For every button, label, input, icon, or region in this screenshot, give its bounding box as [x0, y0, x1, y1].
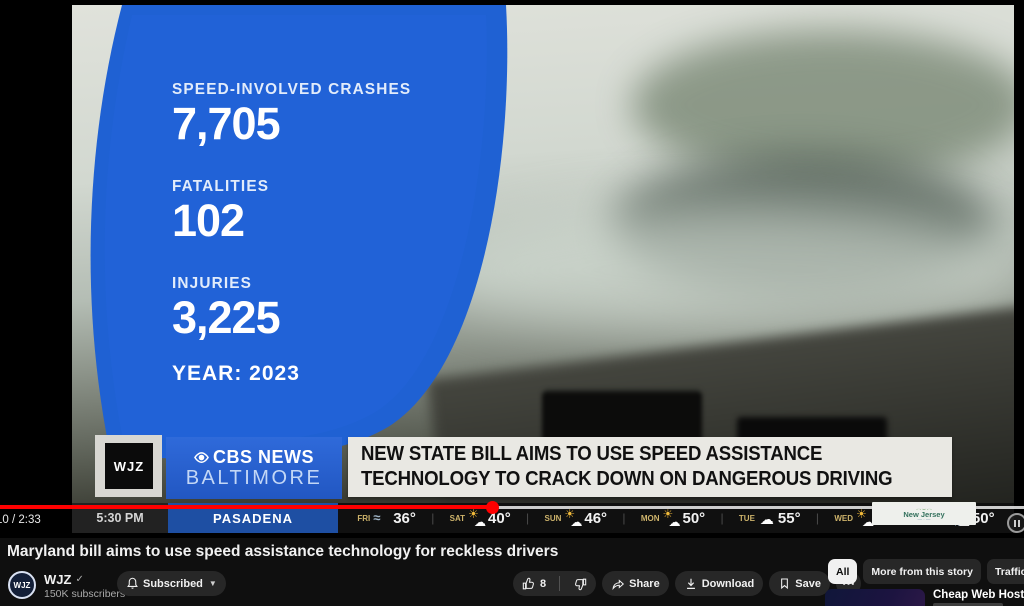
- video-title: Maryland bill aims to use speed assistan…: [7, 543, 559, 560]
- partly-sunny-icon: ☀ ☁: [856, 507, 875, 529]
- forecast-temp: 55°: [777, 509, 801, 527]
- subscriber-count: 150K subscribers: [44, 588, 126, 600]
- divider: |: [431, 511, 435, 525]
- forecast-day: SAT: [449, 513, 466, 523]
- forecast-temp: 40°: [488, 509, 511, 527]
- stat-value: 102: [172, 195, 245, 246]
- headline-line-2: TECHNOLOGY TO CRACK DOWN ON DANGEROUS DR…: [361, 468, 893, 490]
- video-player[interactable]: SPEED-INVOLVED CRASHES 7,705 FATALITIES …: [0, 0, 1024, 538]
- thumbs-up-icon: [522, 577, 536, 591]
- progress-played[interactable]: [0, 505, 492, 509]
- channel-avatar[interactable]: WJZ: [8, 571, 36, 599]
- progress-bar[interactable]: [0, 500, 1024, 518]
- cbs-eye-icon: [194, 450, 209, 465]
- sponsor-subtext: — · —: [917, 517, 931, 522]
- forecast-temp: 36°: [393, 509, 416, 527]
- thumbs-down-icon: [573, 577, 587, 591]
- stat-value: 3,225: [172, 292, 281, 343]
- divider: |: [720, 511, 724, 525]
- blurred-haze: [432, 205, 1014, 335]
- crash-stats-graphic: SPEED-INVOLVED CRASHES 7,705 FATALITIES …: [172, 81, 502, 386]
- divider: [559, 576, 561, 591]
- forecast-day: TUE: [738, 513, 755, 523]
- bookmark-icon: [778, 577, 791, 590]
- suggested-video-title[interactable]: Cheap Web Hosting P: [933, 589, 1024, 601]
- share-button[interactable]: Share: [602, 571, 669, 596]
- channel-name-text: WJZ: [44, 572, 72, 587]
- verified-badge-icon: ✓: [75, 574, 84, 585]
- forecast-item: SUN ☀ ☁ 46°: [544, 507, 608, 529]
- headline-line-1: NEW STATE BILL AIMS TO USE SPEED ASSISTA…: [361, 443, 823, 465]
- forecast-temp: 50°: [682, 509, 706, 527]
- lower-third-headline: NEW STATE BILL AIMS TO USE SPEED ASSISTA…: [348, 437, 952, 497]
- channel-name[interactable]: WJZ ✓: [44, 572, 84, 587]
- cloudy-icon: ☁: [759, 511, 774, 527]
- like-count: 8: [540, 577, 547, 590]
- forecast-day: FRI: [357, 513, 371, 523]
- share-label: Share: [629, 577, 660, 590]
- subscribed-label: Subscribed: [143, 577, 203, 590]
- partly-sunny-icon: ☀ ☁: [662, 507, 681, 529]
- progress-remaining[interactable]: [0, 506, 1024, 509]
- sponsor-name: New Jersey: [903, 509, 945, 519]
- wjz-station-logo: WJZ: [105, 443, 153, 489]
- forecast-day: SUN: [544, 513, 562, 523]
- player-corner-control-icon[interactable]: [1007, 513, 1024, 533]
- forecast-temp: 50°: [971, 509, 995, 527]
- divider: |: [526, 511, 530, 525]
- forecast-day: MON: [640, 513, 660, 523]
- download-label: Download: [701, 577, 755, 590]
- forecast-item: FRI ≈ 36°: [357, 510, 416, 527]
- dislike-button[interactable]: [564, 571, 596, 596]
- stat-label: INJURIES: [172, 275, 253, 292]
- partly-sunny-icon: ☀ ☁: [468, 507, 487, 529]
- share-icon: [611, 577, 625, 591]
- action-buttons: 8 Share: [513, 571, 861, 596]
- cbs-news-text: CBS NEWS: [212, 446, 314, 467]
- chevron-down-icon: ▼: [208, 579, 217, 588]
- save-button[interactable]: Save: [769, 571, 830, 596]
- video-surface[interactable]: SPEED-INVOLVED CRASHES 7,705 FATALITIES …: [72, 5, 1014, 533]
- chip-all[interactable]: All: [828, 559, 858, 584]
- forecast-item: SAT ☀ ☁ 40°: [449, 507, 511, 529]
- suggested-video-thumbnail[interactable]: [825, 589, 925, 606]
- stats-panel-shape: [90, 5, 508, 460]
- download-icon: [684, 577, 698, 591]
- chip-traffic[interactable]: Traffic: [986, 559, 1024, 584]
- forecast-temp: 46°: [584, 509, 608, 527]
- filter-chips: All More from this story Traffic Po: [828, 559, 1024, 584]
- partly-sunny-icon: ☀ ☁: [564, 507, 583, 529]
- divider: |: [622, 511, 626, 525]
- bell-icon: [126, 577, 139, 590]
- cbs-city-text: BALTIMORE: [185, 466, 323, 489]
- time-display: 10 / 2:33: [0, 514, 41, 526]
- chip-more-from-this-story[interactable]: More from this story: [863, 559, 981, 584]
- like-dislike-pill: 8: [513, 571, 597, 596]
- stat-year: YEAR: 2023: [172, 362, 300, 385]
- forecast-day: WED: [834, 513, 854, 523]
- save-label: Save: [795, 577, 821, 590]
- stat-label: SPEED-INVOLVED CRASHES: [172, 81, 412, 98]
- divider: |: [815, 511, 820, 525]
- stat-label: FATALITIES: [172, 178, 270, 195]
- forecast-item: MON ☀ ☁ 50°: [640, 507, 706, 529]
- like-button[interactable]: 8: [513, 571, 555, 596]
- subscribed-button[interactable]: Subscribed ▼: [117, 571, 226, 596]
- download-button[interactable]: Download: [674, 571, 764, 596]
- forecast-item: TUE ☁ 55°: [738, 509, 801, 528]
- suggested-video-meta: [933, 603, 1003, 606]
- cbs-news-baltimore-logo: CBS NEWS BALTIMORE: [166, 437, 342, 499]
- progress-scrubber[interactable]: [486, 500, 499, 514]
- stat-value: 7,705: [172, 98, 281, 149]
- wind-icon: ≈: [373, 510, 381, 525]
